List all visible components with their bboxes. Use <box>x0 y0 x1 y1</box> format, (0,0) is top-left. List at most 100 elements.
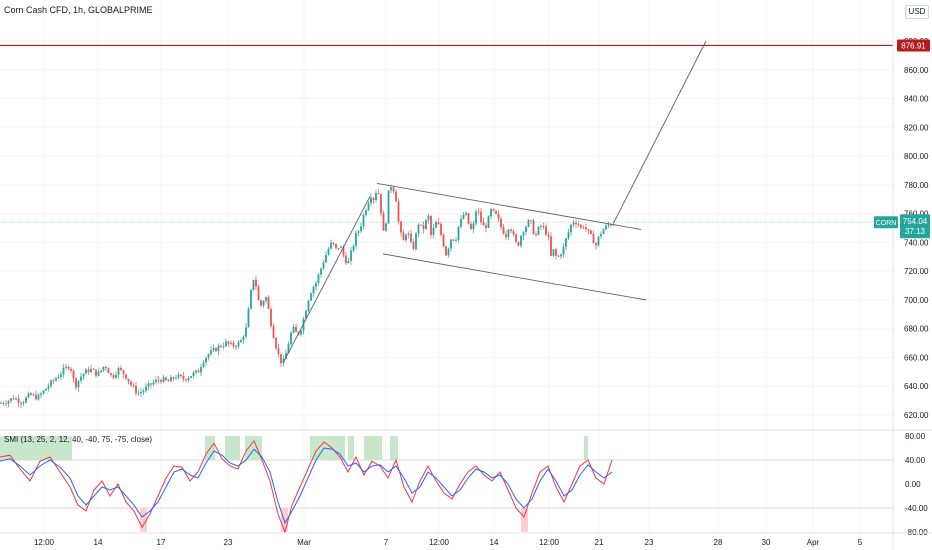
candle-body <box>267 297 270 309</box>
candle-body <box>545 226 547 235</box>
candle-body <box>132 384 135 386</box>
candle-body <box>2 403 5 404</box>
price-tick-label: 780.00 <box>904 181 929 190</box>
symbol-tag <box>874 216 898 229</box>
candle-body <box>337 248 340 249</box>
candle-body <box>505 233 507 238</box>
price-tick-label: 620.00 <box>904 411 929 420</box>
candle-body <box>185 379 187 381</box>
candle-body <box>320 268 322 275</box>
candle-body <box>500 218 502 228</box>
candle-body <box>550 236 552 256</box>
candle-body <box>400 221 402 233</box>
candle-body <box>470 223 472 230</box>
candle-body <box>152 382 155 385</box>
candle-body <box>607 224 610 226</box>
price-tick-label: 680.00 <box>904 325 929 334</box>
candle-body <box>177 374 180 378</box>
candle-body <box>497 213 500 219</box>
candle-body <box>385 223 387 231</box>
smi-signal-line <box>0 439 613 534</box>
candle-body <box>165 377 167 381</box>
candle-body <box>430 216 432 235</box>
candle-body <box>162 377 165 382</box>
time-tick-label: 5 <box>858 538 863 547</box>
projection-line <box>613 40 707 223</box>
last-price-tag <box>900 214 930 239</box>
time-tick-label: 23 <box>645 538 654 547</box>
candle-body <box>202 362 205 368</box>
candle-body <box>47 386 50 389</box>
candle-body <box>427 216 430 220</box>
candle-body <box>317 274 320 283</box>
candle-body <box>62 367 65 375</box>
candle-body <box>35 394 37 400</box>
candle-body <box>217 345 220 352</box>
candle-body <box>405 234 407 241</box>
candle-body <box>125 374 127 379</box>
candle-body <box>240 340 242 343</box>
candle-body <box>252 279 255 291</box>
drawings[interactable] <box>282 40 707 364</box>
candle-body <box>147 383 150 387</box>
candle-body <box>27 393 30 398</box>
candle-body <box>50 380 52 387</box>
candle-body <box>100 370 102 373</box>
smi-label[interactable]: SMI (13, 25, 2, 12, 40, -40, 75, -75, cl… <box>4 435 153 444</box>
candle-body <box>327 248 330 255</box>
candle-body <box>502 227 505 234</box>
candle-body <box>482 221 485 226</box>
candle-body <box>592 233 595 244</box>
candle-body <box>92 368 95 370</box>
candle-body <box>557 255 560 257</box>
candle-body <box>212 348 215 351</box>
candle-body <box>362 214 365 227</box>
candle-body <box>347 261 350 264</box>
candle-body <box>457 226 460 240</box>
smi-oversold-zone <box>140 508 147 532</box>
candle-body <box>290 332 292 345</box>
candle-body <box>42 390 45 394</box>
candle-body <box>170 377 172 382</box>
candle-body <box>575 222 577 225</box>
target-price-label: 876.91 <box>901 41 926 50</box>
candle-body <box>610 224 612 226</box>
candle-body <box>55 378 57 381</box>
target-price-tag <box>897 39 930 52</box>
candle-body <box>572 222 575 225</box>
candle-body <box>15 398 17 400</box>
candle-body <box>195 370 197 373</box>
candle-body <box>270 308 272 327</box>
candle-body <box>540 226 542 227</box>
candle-body <box>565 238 567 247</box>
currency-button[interactable]: USD <box>905 5 929 19</box>
candle-body <box>382 213 385 231</box>
candle-body <box>510 229 512 232</box>
candle-body <box>527 220 530 227</box>
smi-tick-label: 80.00 <box>905 432 926 441</box>
smi-overbought-zone <box>364 436 382 460</box>
candle-body <box>12 398 15 400</box>
candle-body <box>555 249 557 256</box>
price-tick-label: 740.00 <box>904 238 929 247</box>
candle-body <box>277 348 280 354</box>
last-price-label: 754.04 <box>903 217 928 226</box>
candle-body <box>137 393 140 394</box>
candle-body <box>350 250 352 262</box>
candle-body <box>155 379 157 383</box>
candle-body <box>307 300 310 311</box>
candle-body <box>105 366 107 369</box>
candle-body <box>75 378 77 388</box>
candle-body <box>322 262 325 269</box>
smi-overbought-zone <box>390 436 398 460</box>
smi-zones <box>0 436 893 532</box>
candle-body <box>452 239 455 241</box>
chart-title: Corn Cash CFD, 1h, GLOBALPRIME <box>4 5 153 15</box>
time-tick-label: 23 <box>224 538 233 547</box>
candle-body <box>187 378 190 381</box>
candle-body <box>272 326 275 339</box>
candle-body <box>522 232 525 236</box>
smi-overbought-zone <box>348 436 354 460</box>
candle-body <box>107 368 110 374</box>
